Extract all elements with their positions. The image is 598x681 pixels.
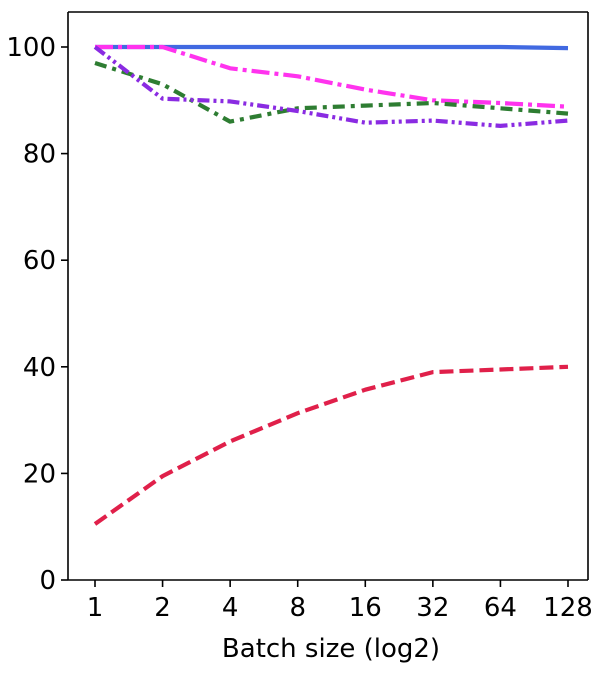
x-tick-label: 64 bbox=[484, 593, 517, 623]
series-line-4 bbox=[93, 45, 569, 129]
y-tick-label: 80 bbox=[23, 140, 56, 170]
y-tick-label: 60 bbox=[23, 246, 56, 276]
series-line-5 bbox=[93, 364, 569, 526]
x-axis-label: Batch size (log2) bbox=[222, 634, 440, 664]
x-tick-label: 128 bbox=[543, 593, 593, 623]
x-tick-label: 2 bbox=[154, 593, 171, 623]
series-layer bbox=[93, 44, 569, 526]
y-tick-label: 100 bbox=[6, 33, 56, 63]
y-tick-label: 20 bbox=[23, 459, 56, 489]
series-line-2 bbox=[95, 44, 569, 109]
series-line-1 bbox=[95, 44, 569, 51]
x-tick-label: 8 bbox=[289, 593, 306, 623]
series-line-3 bbox=[94, 60, 569, 124]
axes-layer: 0 20 40 60 80 100 1 2 4 8 16 32 64 128 bbox=[6, 11, 593, 623]
x-tick-label: 1 bbox=[87, 593, 104, 623]
x-tick-label: 4 bbox=[222, 593, 239, 623]
x-tick-label: 16 bbox=[349, 593, 382, 623]
y-tick-label: 0 bbox=[39, 566, 56, 596]
y-tick-label: 40 bbox=[23, 353, 56, 383]
x-tick-label: 32 bbox=[416, 593, 449, 623]
